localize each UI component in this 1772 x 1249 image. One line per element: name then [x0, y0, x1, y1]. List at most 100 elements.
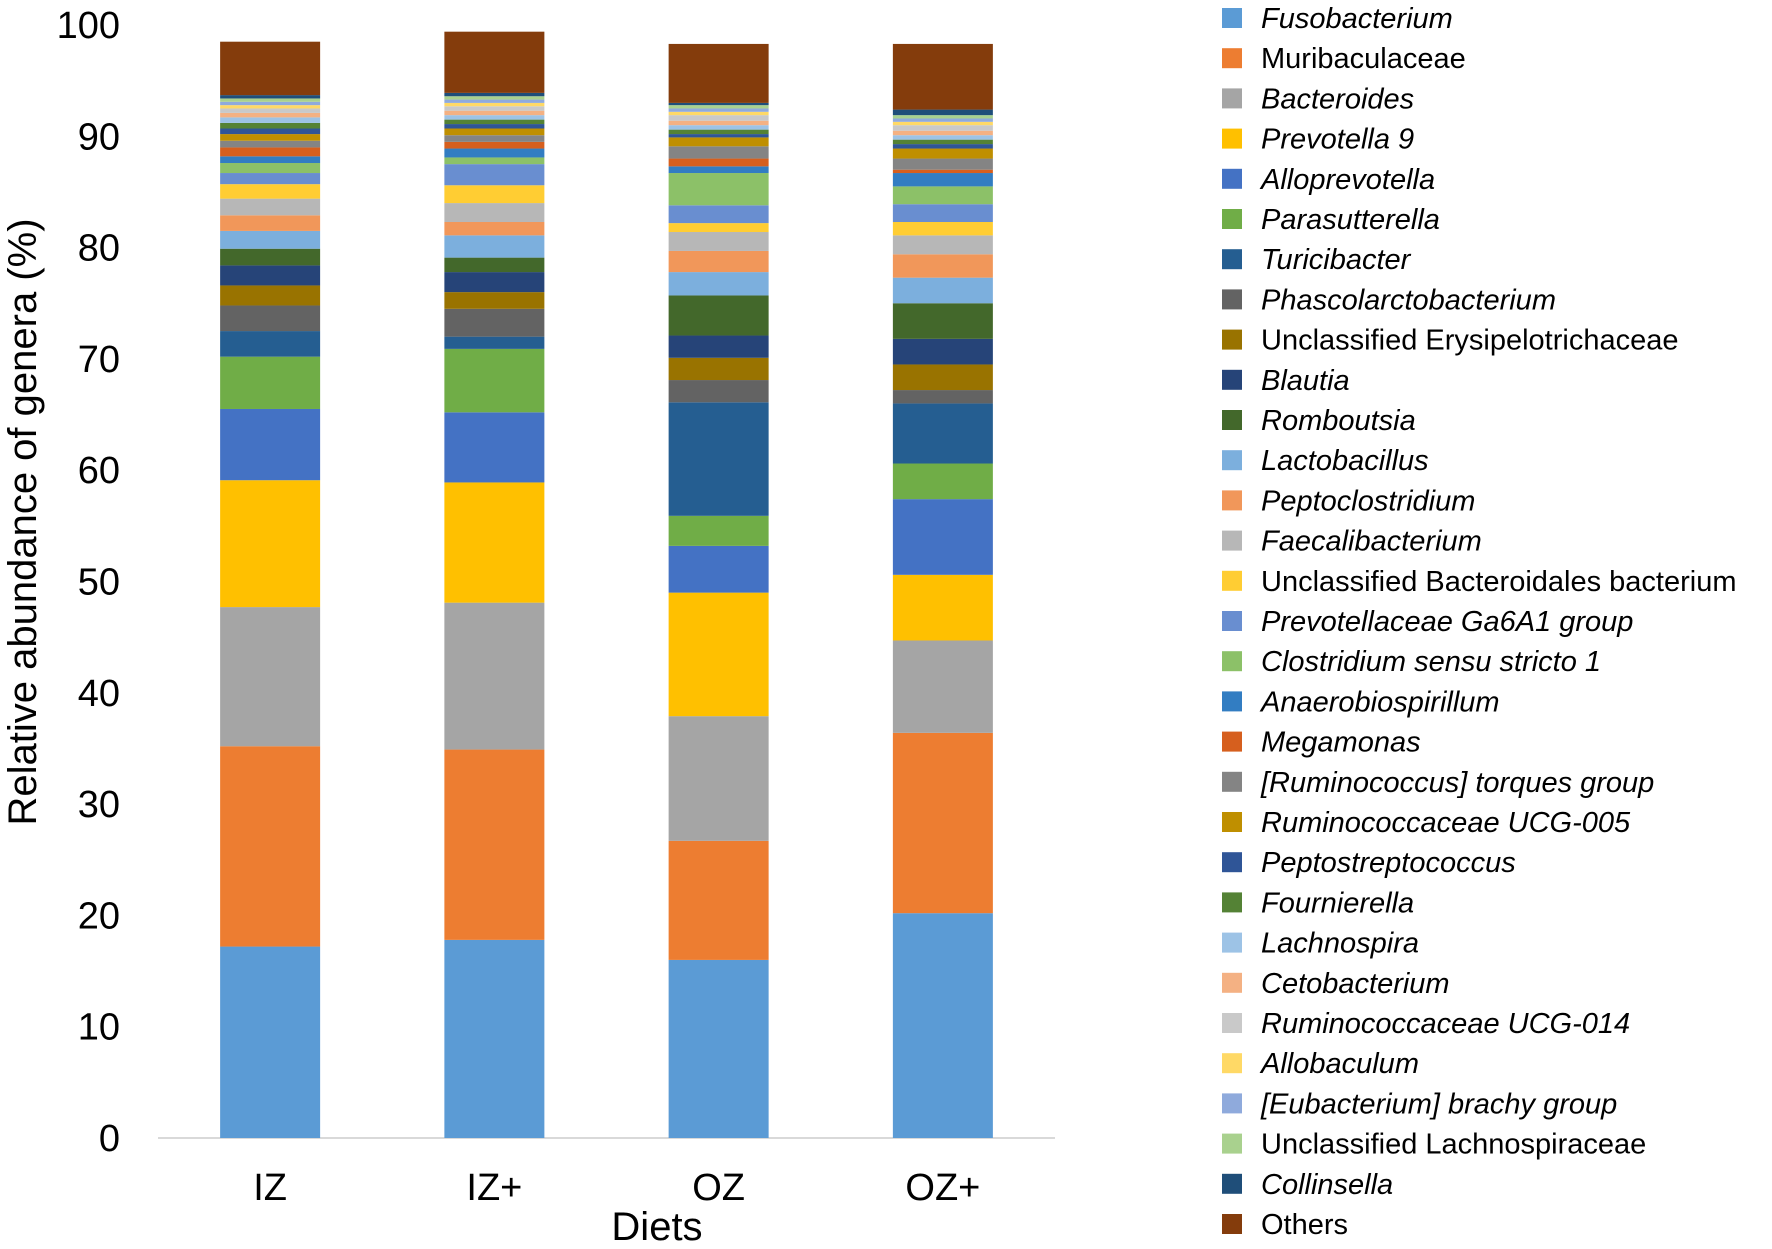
legend-swatch	[1222, 289, 1242, 310]
bar-segment	[220, 408, 321, 481]
bar-segment	[668, 402, 769, 516]
legend-label: Parasutterella	[1261, 204, 1440, 236]
legend-swatch	[1222, 570, 1242, 591]
legend-label: Ruminococcaceae UCG-005	[1261, 807, 1631, 839]
legend-swatch	[1222, 812, 1242, 832]
y-tick-label: 80	[78, 228, 120, 270]
y-tick-label: 100	[57, 5, 120, 47]
bar-segment	[668, 272, 769, 296]
bar-segment	[668, 840, 769, 960]
legend-label: Romboutsia	[1261, 405, 1416, 437]
bar-segment	[668, 134, 769, 138]
bar-segment	[892, 43, 993, 110]
bar-segment	[444, 110, 545, 116]
bar-segment	[892, 121, 993, 126]
bar-segment	[220, 128, 321, 135]
legend-swatch	[1222, 530, 1242, 551]
bar-segment	[220, 134, 321, 141]
bar-segment	[668, 335, 769, 358]
legend-label: Anaerobiospirillum	[1259, 686, 1500, 718]
bar-segment	[668, 115, 769, 121]
legend-label: Fusobacterium	[1261, 3, 1453, 35]
bar-segment	[220, 163, 321, 174]
legend-label: Turicibacter	[1261, 244, 1412, 276]
legend-label: Prevotella 9	[1261, 124, 1414, 156]
legend: Fusobacterium Muribaculaceae Bacteroides Pr…	[1222, 3, 1737, 1241]
bar-segment	[444, 203, 545, 223]
legend-label: Fournierella	[1261, 887, 1414, 919]
legend-swatch	[1222, 1013, 1242, 1033]
bar-segment	[892, 139, 993, 145]
bar-segment	[220, 184, 321, 199]
bar-segment	[444, 128, 545, 136]
bar-segment	[220, 41, 321, 96]
bar-segment	[220, 95, 321, 99]
legend-label: Prevotellaceae Ga6A1 group	[1261, 606, 1633, 638]
legend-label: Unclassified Erysipelotrichaceae	[1261, 325, 1678, 357]
bar-segment	[220, 230, 321, 249]
legend-label: [Eubacterium] brachy group	[1260, 1088, 1617, 1120]
y-tick-label: 70	[78, 339, 120, 381]
bar-segment	[444, 31, 545, 93]
bar-stack-OZ	[668, 43, 769, 1138]
bar-segment	[444, 141, 545, 149]
legend-swatch	[1222, 48, 1242, 69]
y-tick-label: 30	[78, 784, 120, 826]
legend-label: Peptostreptococcus	[1261, 847, 1516, 879]
bar-segment	[668, 545, 769, 593]
legend-label: Megamonas	[1261, 727, 1421, 759]
legend-swatch	[1222, 88, 1242, 109]
bar-segment	[892, 109, 993, 116]
bar-segment	[892, 135, 993, 140]
legend-label: Lachnospira	[1261, 928, 1419, 960]
bar-segment	[444, 272, 545, 293]
bar-segment	[892, 277, 993, 304]
bar-segment	[668, 146, 769, 159]
bar-segment	[444, 292, 545, 309]
y-tick-label: 40	[78, 673, 120, 715]
y-tick-label: 60	[78, 450, 120, 492]
bar-segment	[444, 102, 545, 107]
legend-swatch	[1222, 1214, 1242, 1234]
x-axis-title: Diets	[611, 1205, 702, 1249]
bar-segment	[892, 254, 993, 278]
bar-segment	[444, 348, 545, 413]
bar-segment	[892, 235, 993, 255]
legend-swatch	[1222, 450, 1242, 471]
legend-swatch	[1222, 771, 1242, 792]
bar-segment	[892, 364, 993, 391]
legend-swatch	[1222, 691, 1242, 712]
bar-segment	[220, 198, 321, 216]
bar-segment	[444, 308, 545, 337]
bar-segment	[444, 148, 545, 158]
bar-segment	[892, 574, 993, 641]
legend-label: Unclassified Lachnospiraceae	[1261, 1129, 1646, 1161]
legend-swatch	[1222, 8, 1242, 28]
bar-segment	[892, 125, 993, 131]
bar-segment	[444, 164, 545, 186]
bar-segment	[220, 480, 321, 608]
bar-segment	[444, 106, 545, 111]
legend-swatch	[1222, 369, 1242, 390]
bar-segment	[892, 390, 993, 404]
bar-segment	[220, 156, 321, 164]
legend-label: Muribaculaceae	[1261, 43, 1466, 75]
bar-segment	[668, 173, 769, 206]
bar-stack-OZ+	[892, 43, 993, 1138]
bar-segment	[668, 959, 769, 1138]
legend-swatch	[1222, 972, 1242, 993]
legend-label: Clostridium sensu stricto 1	[1261, 646, 1601, 678]
bar-segment	[444, 222, 545, 236]
bar-segment	[444, 115, 545, 120]
bar-segment	[220, 356, 321, 409]
legend-swatch	[1222, 611, 1242, 631]
bar-segment	[220, 607, 321, 747]
bar-segment	[220, 112, 321, 118]
bar-segment	[220, 173, 321, 185]
y-tick-label: 0	[99, 1118, 120, 1160]
bar-segment	[668, 158, 769, 167]
bar-segment	[892, 158, 993, 170]
bar-segment	[444, 482, 545, 603]
legend-label: Phascolarctobacterium	[1261, 284, 1556, 316]
